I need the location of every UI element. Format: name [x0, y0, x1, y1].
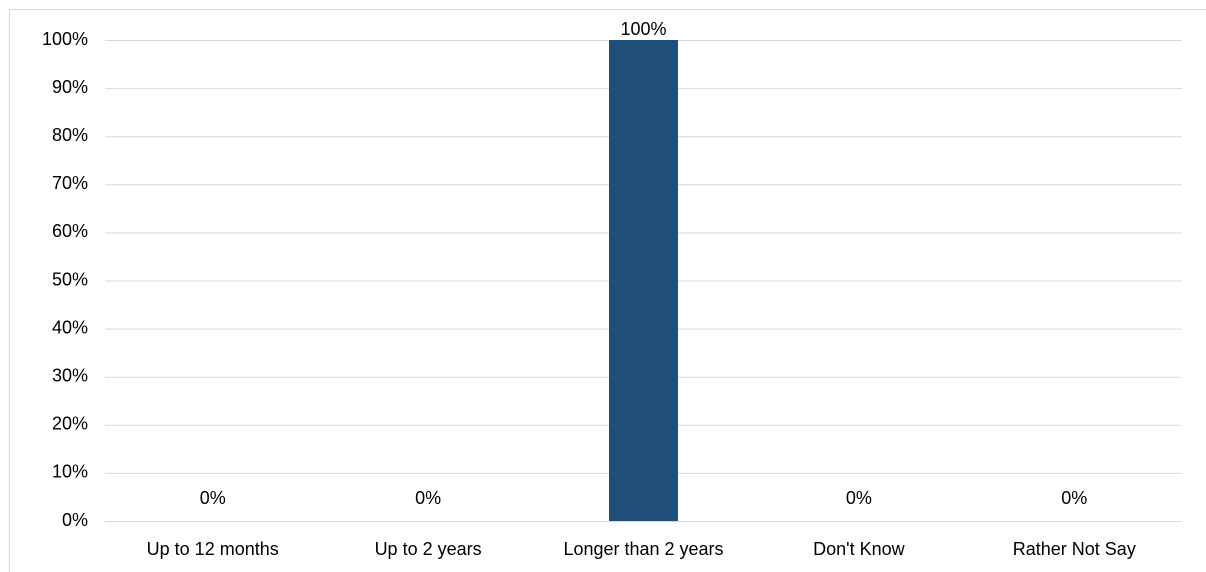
y-tick-label: 50% — [52, 269, 88, 289]
y-tick-label: 0% — [62, 510, 88, 530]
y-tick-label: 70% — [52, 173, 88, 193]
y-tick-label: 60% — [52, 221, 88, 241]
value-label: 0% — [1061, 488, 1087, 508]
x-tick-label: Longer than 2 years — [563, 539, 723, 559]
value-label: 0% — [200, 488, 226, 508]
y-tick-label: 80% — [52, 125, 88, 145]
y-tick-label: 40% — [52, 317, 88, 337]
value-label: 100% — [620, 19, 666, 39]
x-tick-label: Don't Know — [813, 539, 905, 559]
value-label: 0% — [415, 488, 441, 508]
y-tick-label: 20% — [52, 414, 88, 434]
value-label: 0% — [846, 488, 872, 508]
y-tick-label: 30% — [52, 365, 88, 385]
x-tick-label: Up to 2 years — [375, 539, 482, 559]
y-tick-label: 90% — [52, 77, 88, 97]
x-tick-label: Up to 12 months — [147, 539, 279, 559]
y-tick-label: 100% — [42, 29, 88, 49]
x-tick-label: Rather Not Say — [1013, 539, 1136, 559]
chart-border — [9, 9, 1206, 572]
bar — [609, 40, 678, 521]
y-tick-label: 10% — [52, 462, 88, 482]
